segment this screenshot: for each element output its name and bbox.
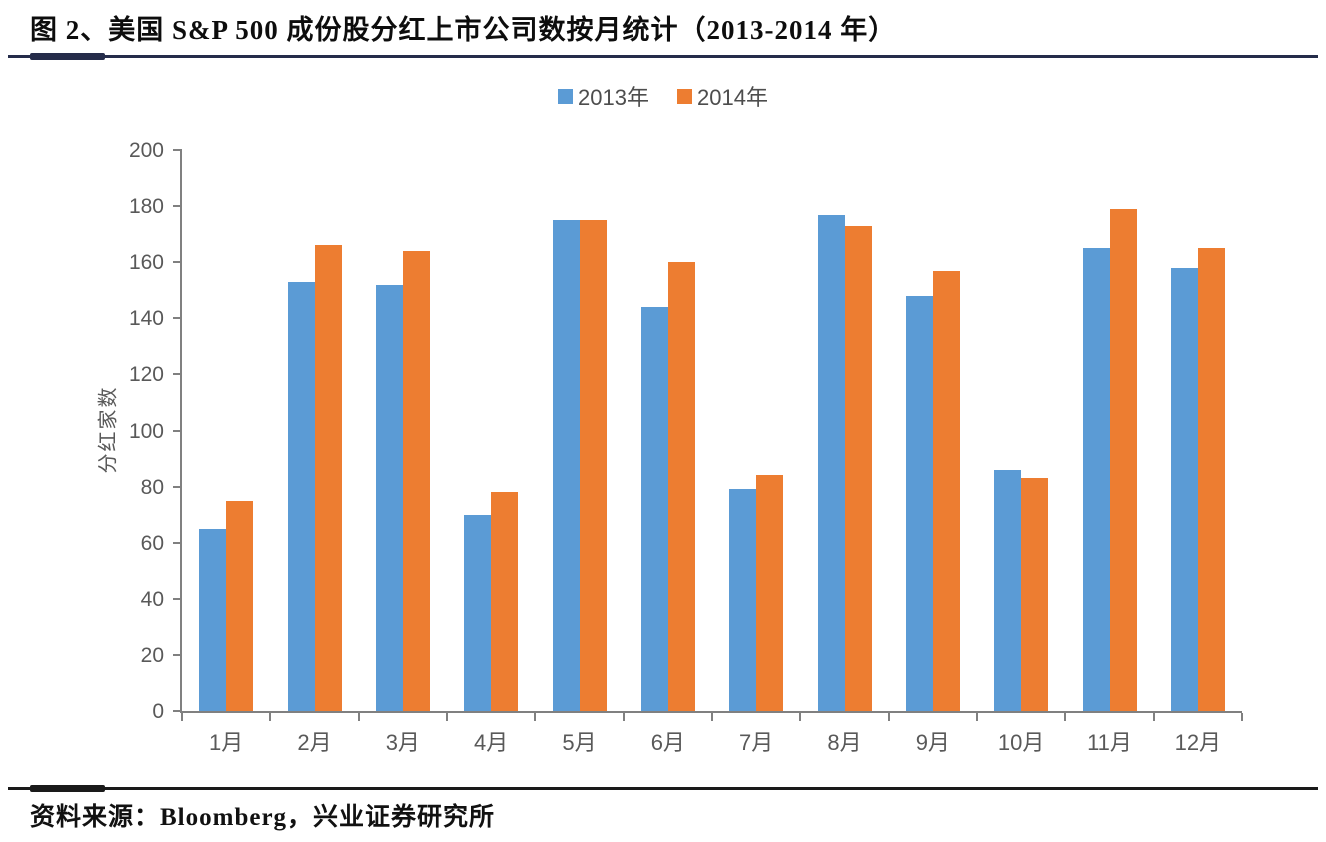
x-axis-tick — [799, 713, 802, 721]
legend-item-2014年: 2014年 — [677, 80, 768, 112]
bar-2013年-11月 — [1082, 248, 1110, 711]
x-tick-label: 12月 — [1174, 730, 1222, 755]
bar-2014年-9月 — [932, 270, 960, 711]
bar-2014年-10月 — [1021, 478, 1049, 711]
chart-legend: 2013年 2014年 — [0, 80, 1326, 112]
x-axis-tick — [622, 713, 625, 721]
y-axis-title: 分红家数 — [97, 385, 120, 474]
x-tick-label: 10月 — [997, 730, 1045, 755]
header-divider — [8, 53, 1318, 60]
x-axis-tick — [887, 713, 890, 721]
y-tick-label: 160 — [128, 251, 164, 275]
figure-title: 图 2、美国 S&P 500 成份股分红上市公司数按月统计（2013-2014 … — [30, 15, 897, 45]
y-axis-tick — [173, 373, 182, 376]
bar-2014年-3月 — [402, 250, 430, 711]
bar-2014年-8月 — [844, 225, 872, 711]
x-axis-tick — [269, 713, 272, 721]
y-axis-tick — [173, 317, 182, 320]
x-axis-tick — [534, 713, 537, 721]
x-tick-label: 6月 — [650, 730, 685, 755]
bar-2014年-5月 — [579, 220, 607, 711]
y-tick-label: 80 — [140, 475, 164, 499]
y-tick-label: 180 — [128, 195, 164, 219]
bar-2013年-8月 — [817, 214, 845, 711]
legend-swatch-icon — [677, 88, 692, 104]
y-tick-label: 60 — [140, 531, 164, 555]
bar-2014年-12月 — [1197, 248, 1225, 711]
x-tick-label: 11月 — [1087, 730, 1132, 755]
x-tick-label: 2月 — [297, 730, 332, 755]
y-axis-tick — [173, 485, 182, 488]
x-axis-tick — [446, 713, 448, 721]
x-axis-tick — [357, 713, 360, 721]
bar-2014年-1月 — [226, 500, 254, 711]
y-axis-tick — [173, 429, 182, 432]
y-axis-tick — [173, 653, 182, 656]
x-tick-label: 1月 — [209, 730, 244, 755]
y-axis-tick — [173, 541, 182, 544]
bar-2013年-12月 — [1170, 267, 1198, 711]
y-tick-label: 140 — [128, 307, 164, 331]
bar-2013年-5月 — [552, 220, 580, 711]
x-tick-label: 9月 — [915, 730, 950, 755]
x-axis-tick — [1152, 713, 1155, 721]
x-axis-tick — [711, 713, 713, 721]
source-note: 资料来源：Bloomberg，兴业证券研究所 — [30, 804, 496, 831]
y-axis-tick — [173, 149, 182, 151]
bar-2013年-4月 — [464, 514, 492, 711]
y-axis-tick — [173, 597, 182, 600]
bar-2014年-4月 — [491, 492, 519, 711]
y-tick-label: 20 — [140, 643, 164, 667]
x-tick-label: 8月 — [827, 730, 862, 755]
bar-2013年-9月 — [905, 295, 933, 711]
x-axis-tick — [181, 713, 183, 721]
bar-2013年-10月 — [994, 469, 1022, 711]
x-axis-tick — [976, 713, 978, 721]
legend-swatch-icon — [558, 88, 574, 104]
y-tick-label: 120 — [128, 363, 164, 387]
legend-item-2013年: 2013年 — [558, 80, 649, 112]
bar-2014年-7月 — [756, 475, 784, 711]
bar-2014年-2月 — [314, 245, 342, 711]
bar-2013年-1月 — [199, 528, 227, 711]
y-axis-tick — [173, 710, 182, 712]
x-axis-tick — [1241, 713, 1243, 721]
bar-2013年-3月 — [375, 284, 403, 711]
y-tick-label: 200 — [128, 139, 164, 162]
x-tick-label: 4月 — [474, 730, 509, 755]
bar-chart-plot-area: 0 20 40 60 80 100 120 140 160 180 200 1月 2月 3月 4月 5月 6月 7… — [129, 140, 1243, 755]
y-tick-label: 40 — [140, 587, 164, 611]
x-axis-tick — [1064, 713, 1067, 721]
y-axis-tick — [173, 261, 182, 264]
bar-2014年-11月 — [1109, 208, 1137, 711]
bar-2013年-6月 — [640, 307, 668, 711]
legend-label: 2014年 — [697, 85, 768, 110]
y-tick-label: 0 — [152, 700, 164, 723]
x-tick-label: 5月 — [562, 730, 597, 755]
bar-2013年-2月 — [287, 281, 315, 711]
y-tick-label: 100 — [128, 419, 164, 443]
y-axis-tick — [173, 205, 182, 208]
legend-label: 2013年 — [578, 85, 649, 110]
bar-2014年-6月 — [667, 262, 695, 711]
x-tick-label: 3月 — [385, 730, 420, 755]
bar-2013年-7月 — [729, 489, 757, 711]
footer-divider — [8, 785, 1318, 792]
x-tick-label: 7月 — [739, 730, 774, 755]
